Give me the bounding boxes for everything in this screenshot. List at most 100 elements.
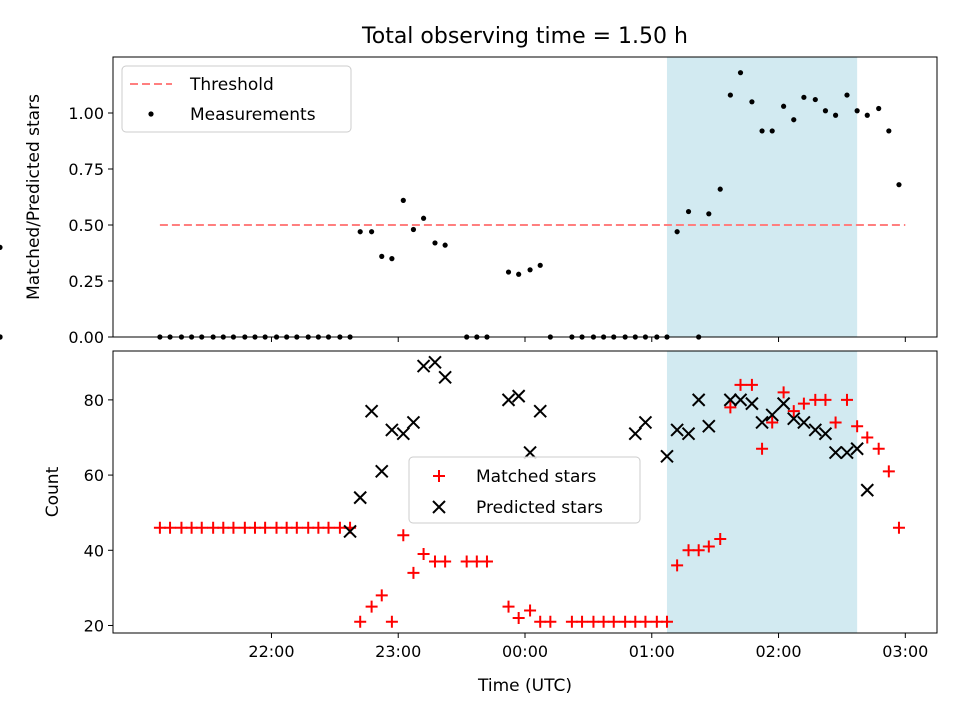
predicted-star-point xyxy=(406,415,421,430)
matched-star-point xyxy=(153,521,166,534)
matched-star-point xyxy=(692,544,705,557)
matched-star-point xyxy=(819,393,832,406)
count-legend: Matched stars Predicted stars xyxy=(408,456,641,524)
legend-measurements-label: Measurements xyxy=(190,105,316,125)
predicted-star-point xyxy=(428,355,442,369)
matched-star-point xyxy=(354,615,367,628)
measurement-point xyxy=(886,128,892,134)
matched-star-point xyxy=(714,533,727,545)
matched-star-point xyxy=(217,521,230,534)
measurement-point xyxy=(505,269,512,275)
matched-star-point xyxy=(607,615,620,628)
matched-star-point xyxy=(195,521,208,534)
matched-star-point xyxy=(650,615,663,628)
matched-star-point xyxy=(207,521,220,534)
measurement-point xyxy=(727,92,733,98)
predicted-star-point xyxy=(850,442,864,456)
matched-star-point xyxy=(512,611,525,624)
matched-star-point xyxy=(851,420,864,433)
measurement-point xyxy=(706,211,712,217)
x-axis-label: Time (UTC) xyxy=(477,676,572,696)
predicted-star-point xyxy=(765,408,779,422)
measurement-point xyxy=(717,186,723,192)
legend-box xyxy=(121,65,352,133)
measurement-point xyxy=(537,262,543,268)
matched-star-point xyxy=(892,521,905,534)
predicted-star-point xyxy=(818,427,833,441)
y-tick-label: 0.75 xyxy=(68,160,104,179)
ratio-panel-frame xyxy=(112,56,938,338)
measurement-point xyxy=(379,253,385,259)
y-axis-label: Matched/Predicted stars xyxy=(24,94,44,300)
measurement-point xyxy=(844,92,850,98)
x-tick-label: 03:00 xyxy=(882,642,928,661)
matched-star-point xyxy=(280,521,293,534)
predicted-star-point xyxy=(638,415,653,430)
predicted-star-point xyxy=(375,464,389,479)
measurement-point xyxy=(749,99,755,105)
matched-star-point xyxy=(480,555,493,568)
matched-star-point xyxy=(639,615,652,628)
matched-star-point xyxy=(777,386,790,399)
matched-star-point xyxy=(333,521,346,534)
matched-star-point xyxy=(756,442,769,455)
x-tick-label: 22:00 xyxy=(248,642,294,661)
y-tick-label: 80 xyxy=(84,391,104,410)
count-panel: 20 40 60 80 22:00 23:00 00:00 01:00 02:00 03:00 Co… xyxy=(43,351,938,661)
matched-star-point xyxy=(302,521,315,534)
matched-star-point xyxy=(809,393,822,406)
measurement-point xyxy=(400,197,406,203)
predicted-star-point xyxy=(364,404,379,418)
measurement-point xyxy=(410,226,417,233)
measurement-point xyxy=(801,94,807,100)
measurement-point xyxy=(791,117,797,123)
ratio-legend: Threshold Measurements xyxy=(121,65,352,133)
matched-star-point xyxy=(872,442,885,455)
predicted-star-point xyxy=(691,393,706,407)
measurement-point xyxy=(876,105,882,112)
predicted-star-point xyxy=(385,423,399,437)
legend-predicted-label: Predicted stars xyxy=(476,498,603,518)
measurement-point xyxy=(812,96,818,103)
matched-star-point xyxy=(322,521,335,534)
predicted-star-point xyxy=(511,389,526,403)
matched-star-point xyxy=(682,544,695,557)
predicted-star-point xyxy=(755,415,769,430)
matched-star-point xyxy=(766,416,779,429)
measurement-point xyxy=(769,128,775,134)
legend-matched-label: Matched stars xyxy=(476,467,596,487)
matched-star-point xyxy=(185,521,198,534)
matched-star-point xyxy=(671,559,684,572)
measurement-point xyxy=(737,70,744,76)
measurement-point xyxy=(442,242,448,248)
matched-star-point xyxy=(164,521,177,534)
measurement-point xyxy=(432,240,438,246)
matched-star-point xyxy=(619,615,632,628)
matched-star-point xyxy=(397,529,410,542)
legend-predicted-swatch xyxy=(432,500,446,514)
predicted-star-point xyxy=(828,445,843,460)
matched-star-point xyxy=(861,431,874,444)
matched-star-point xyxy=(175,521,188,534)
matched-star-point xyxy=(375,589,388,602)
predicted-star-point xyxy=(660,449,674,463)
predicted-star-point xyxy=(733,393,748,407)
matched-star-point xyxy=(248,521,261,534)
predicted-star-point xyxy=(670,423,684,437)
matched-star-point xyxy=(724,401,737,414)
matched-star-point xyxy=(312,521,325,534)
predicted-star-point xyxy=(438,370,452,385)
measurement-point xyxy=(822,108,829,114)
x-tick-label: 02:00 xyxy=(755,642,801,661)
matched-star-point xyxy=(565,615,578,628)
measurement-point xyxy=(864,112,870,118)
matched-star-point xyxy=(597,615,610,628)
matched-star-point xyxy=(829,416,842,429)
matched-star-point xyxy=(544,615,557,628)
matched-star-point xyxy=(439,555,452,568)
y-tick-label: 0.50 xyxy=(68,216,104,235)
observing-window-shade xyxy=(666,351,858,633)
predicted-star-point xyxy=(840,445,854,460)
measurement-point xyxy=(896,182,902,188)
predicted-star-point xyxy=(628,427,642,441)
